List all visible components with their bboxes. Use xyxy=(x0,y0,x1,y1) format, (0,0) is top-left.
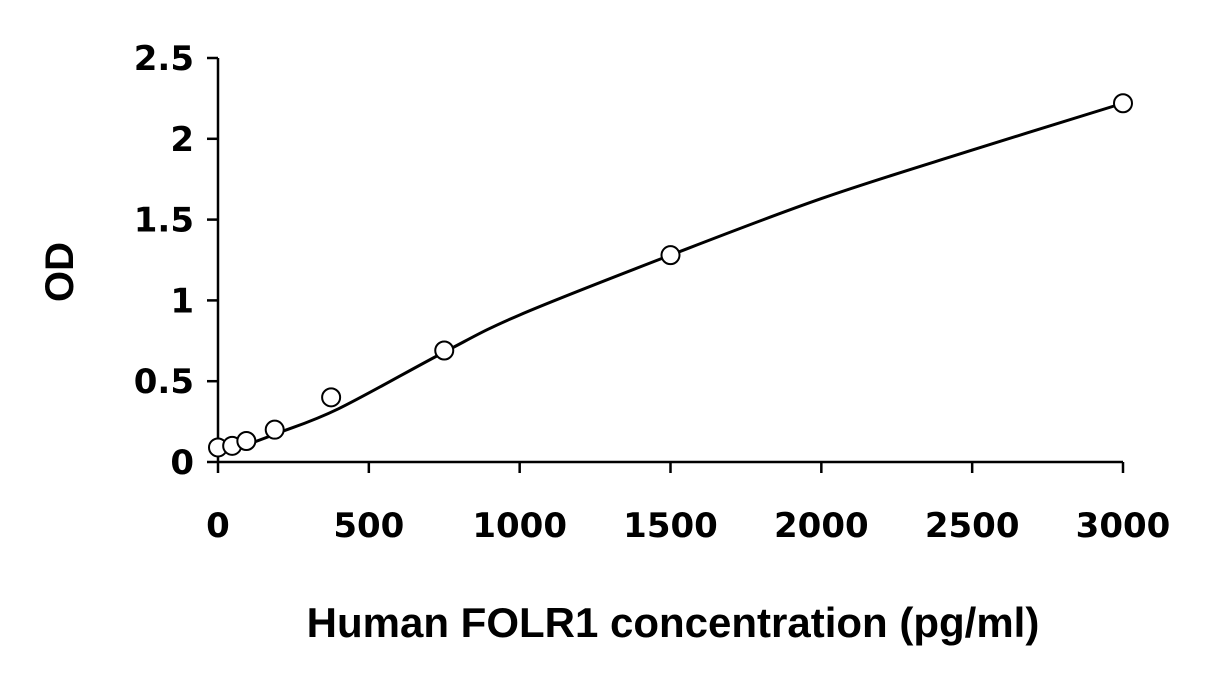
y-tick-label: 0 xyxy=(170,443,194,483)
data-point xyxy=(1113,93,1133,114)
y-tick-label: 1.5 xyxy=(134,201,194,241)
y-tick-label: 0.5 xyxy=(134,362,194,402)
y-axis-title: OD xyxy=(38,242,82,302)
data-points xyxy=(208,93,1133,458)
x-tick-label: 3000 xyxy=(1076,506,1171,546)
fit-curve xyxy=(217,101,1124,456)
y-tick-label: 2 xyxy=(170,120,194,160)
x-tick-label: 0 xyxy=(206,506,230,546)
x-tick-label: 2000 xyxy=(774,506,869,546)
x-tick-label: 1000 xyxy=(472,506,567,546)
data-point xyxy=(660,245,681,266)
data-point xyxy=(434,340,455,361)
data-point xyxy=(321,387,342,408)
x-axis-title: Human FOLR1 concentration (pg/ml) xyxy=(307,599,1040,646)
y-tick-label: 1 xyxy=(170,281,194,321)
x-tick-label: 1500 xyxy=(623,506,718,546)
x-ticks: 0 500 1000 1500 2000 2500 3000 xyxy=(206,462,1170,546)
x-tick-label: 500 xyxy=(333,506,404,546)
data-point xyxy=(264,419,285,440)
y-ticks: 0 0.5 1 1.5 2 2.5 xyxy=(134,39,218,483)
x-tick-label: 2500 xyxy=(925,506,1020,546)
y-tick-label: 2.5 xyxy=(134,39,194,79)
data-point xyxy=(236,430,257,451)
